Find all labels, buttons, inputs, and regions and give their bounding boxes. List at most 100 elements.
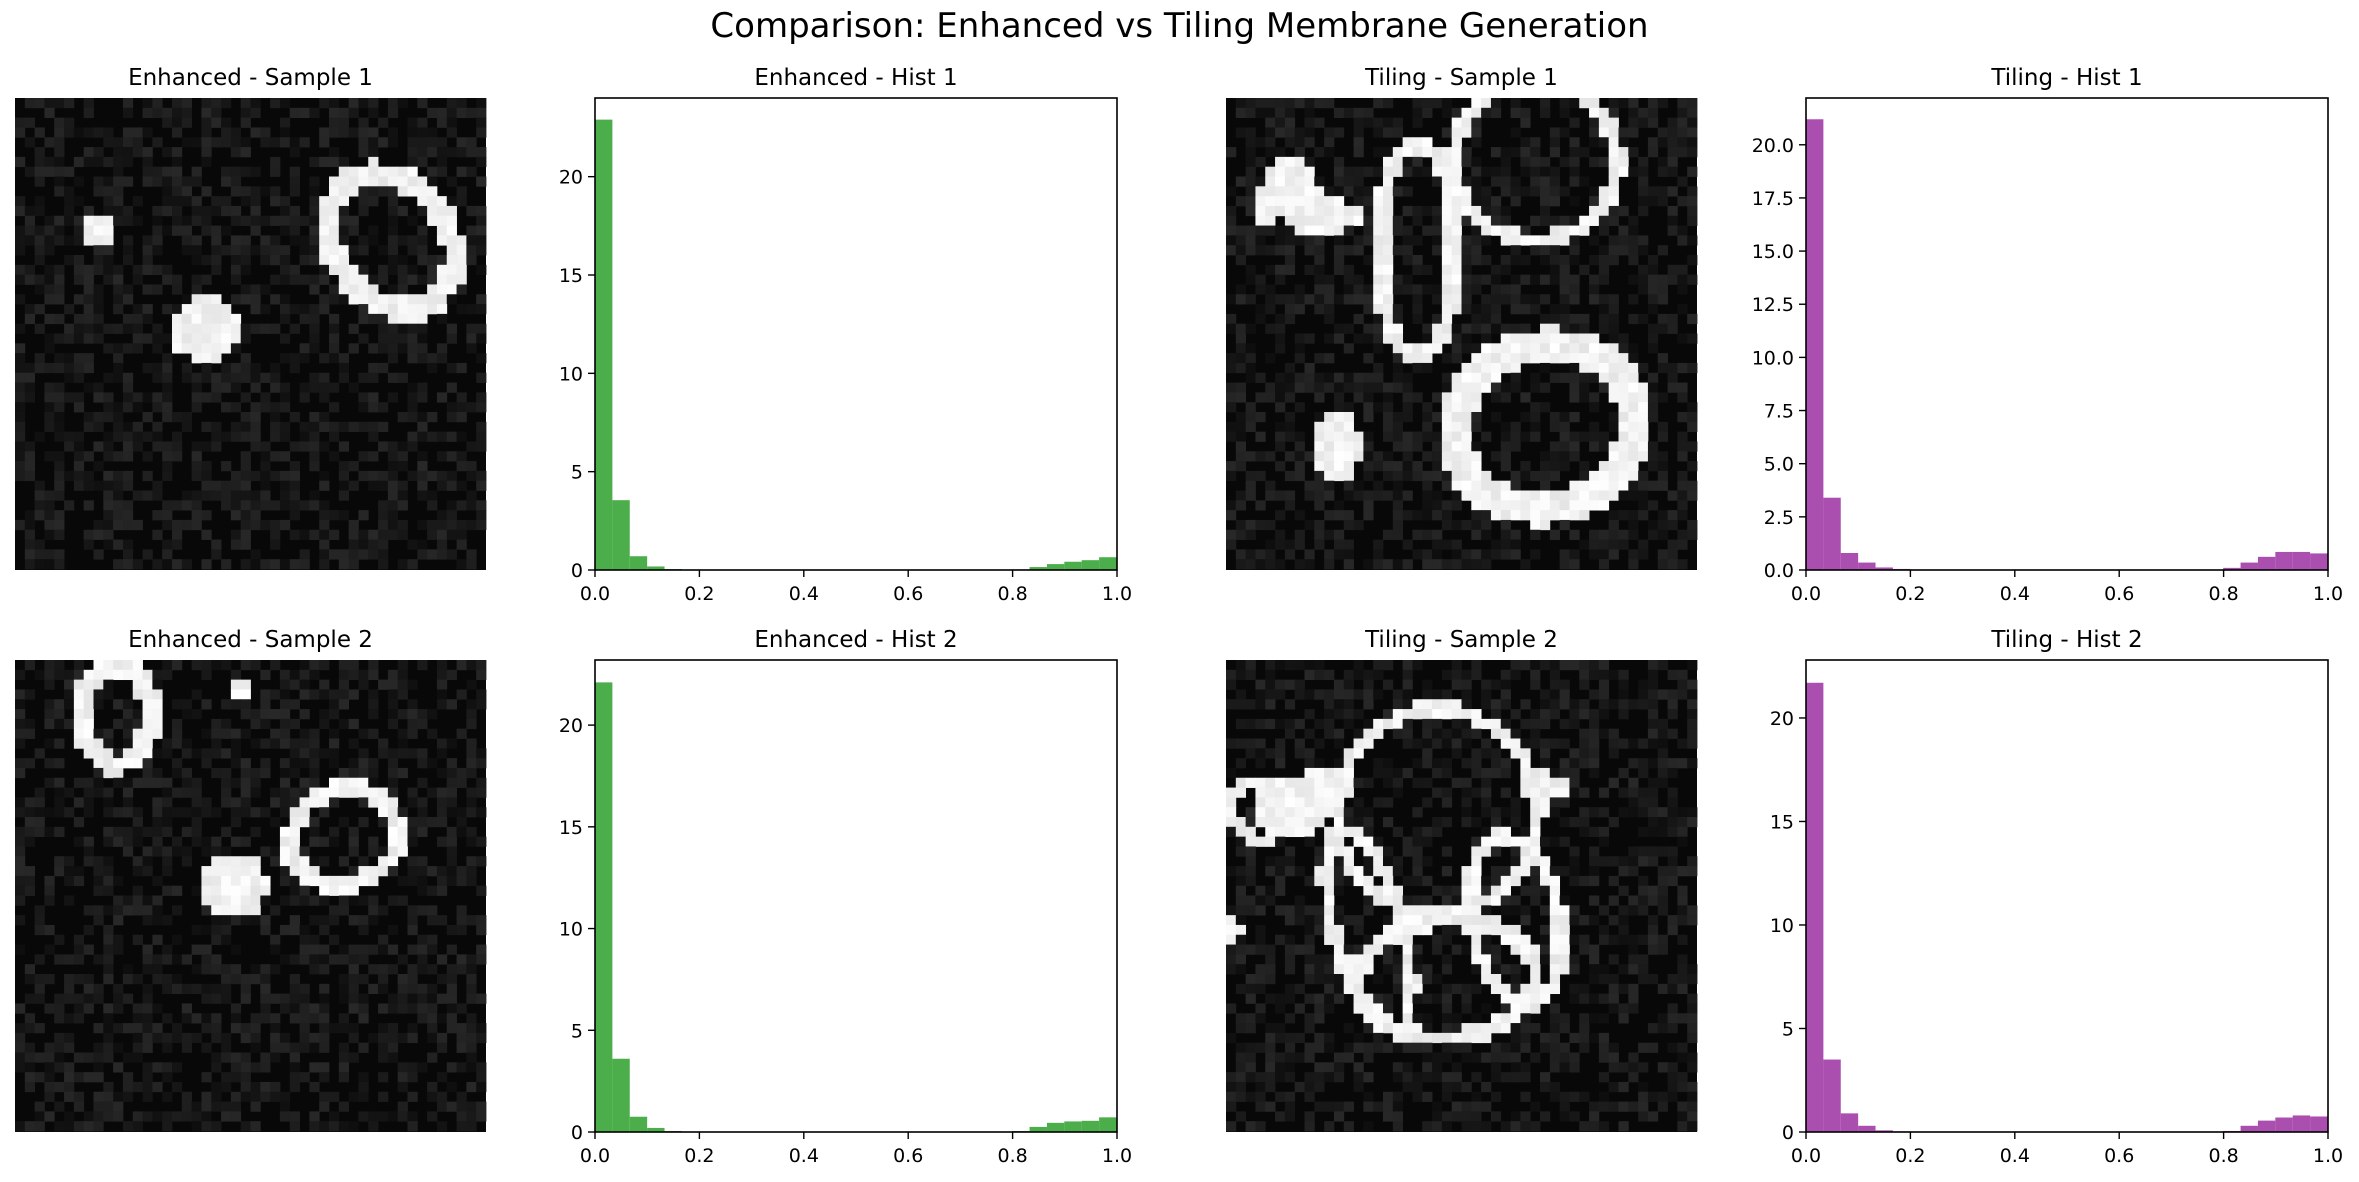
- noise-pixel: [1284, 412, 1296, 423]
- noise-pixel: [358, 313, 369, 325]
- noise-pixel: [1363, 353, 1374, 364]
- noise-pixel: [1687, 412, 1698, 423]
- noise-pixel: [1549, 470, 1561, 482]
- noise-pixel: [397, 767, 408, 779]
- membrane-pixel: [1383, 235, 1394, 246]
- noise-pixel: [142, 915, 153, 926]
- noise-pixel: [24, 1072, 36, 1083]
- noise-pixel: [221, 915, 232, 926]
- noise-pixel: [1255, 372, 1266, 383]
- noise-pixel: [279, 245, 291, 256]
- noise-pixel: [348, 895, 359, 906]
- membrane-pixel: [1598, 461, 1610, 472]
- membrane-pixel: [191, 313, 202, 325]
- noise-pixel: [1510, 372, 1521, 383]
- noise-pixel: [1559, 817, 1570, 828]
- noise-pixel: [73, 333, 85, 344]
- noise-pixel: [289, 461, 300, 472]
- noise-pixel: [397, 689, 408, 700]
- noise-pixel: [299, 500, 310, 511]
- noise-pixel: [436, 313, 448, 325]
- noise-pixel: [289, 767, 300, 779]
- noise-pixel: [34, 98, 45, 109]
- membrane-pixel: [1432, 147, 1443, 158]
- noise-pixel: [1569, 549, 1580, 560]
- noise-pixel: [1638, 156, 1649, 168]
- noise-pixel: [1628, 699, 1639, 710]
- noise-pixel: [1490, 264, 1502, 276]
- noise-pixel: [113, 1042, 124, 1053]
- membrane-pixel: [191, 333, 202, 344]
- noise-pixel: [329, 284, 340, 295]
- noise-pixel: [289, 304, 300, 315]
- noise-pixel: [15, 699, 26, 710]
- noise-pixel: [15, 895, 26, 906]
- membrane-pixel: [230, 885, 242, 896]
- noise-pixel: [15, 885, 26, 896]
- noise-pixel: [1687, 117, 1698, 128]
- noise-pixel: [1608, 98, 1619, 109]
- membrane-pixel: [427, 205, 438, 217]
- noise-pixel: [417, 856, 428, 867]
- noise-pixel: [181, 983, 193, 995]
- noise-pixel: [1530, 215, 1541, 226]
- noise-pixel: [260, 669, 271, 681]
- noise-pixel: [240, 235, 251, 246]
- noise-pixel: [1540, 738, 1551, 749]
- membrane-pixel: [1598, 117, 1610, 128]
- membrane-pixel: [1333, 817, 1345, 828]
- noise-pixel: [211, 660, 222, 671]
- membrane-pixel: [103, 225, 114, 236]
- noise-pixel: [378, 549, 389, 560]
- noise-pixel: [15, 944, 26, 955]
- noise-pixel: [230, 1101, 242, 1112]
- noise-pixel: [348, 1052, 359, 1063]
- noise-pixel: [1569, 117, 1580, 128]
- noise-pixel: [1422, 510, 1433, 521]
- noise-pixel: [309, 738, 320, 749]
- noise-pixel: [1647, 441, 1659, 452]
- noise-pixel: [142, 362, 153, 374]
- noise-pixel: [1422, 529, 1433, 540]
- noise-pixel: [1569, 196, 1580, 207]
- membrane-pixel: [1294, 225, 1305, 236]
- noise-pixel: [1343, 480, 1354, 491]
- membrane-pixel: [132, 748, 143, 759]
- y-tick-label-5: 12.5: [1752, 294, 1794, 316]
- noise-pixel: [103, 836, 114, 847]
- noise-pixel: [1422, 875, 1433, 887]
- noise-pixel: [378, 974, 389, 985]
- noise-pixel: [289, 500, 300, 511]
- noise-pixel: [1333, 856, 1345, 867]
- membrane-pixel: [260, 875, 271, 887]
- noise-pixel: [1589, 748, 1600, 759]
- membrane-pixel: [1451, 470, 1462, 482]
- membrane-pixel: [1441, 421, 1453, 433]
- noise-pixel: [1569, 660, 1580, 671]
- noise-pixel: [348, 343, 359, 354]
- noise-pixel: [162, 1032, 173, 1044]
- noise-pixel: [1471, 421, 1482, 433]
- membrane-pixel: [1451, 196, 1462, 207]
- noise-pixel: [34, 983, 45, 995]
- noise-pixel: [466, 559, 477, 570]
- noise-pixel: [1608, 875, 1619, 887]
- noise-pixel: [407, 964, 418, 975]
- membrane-pixel: [1412, 353, 1423, 364]
- noise-pixel: [1569, 372, 1580, 383]
- noise-pixel: [103, 924, 114, 936]
- noise-pixel: [1363, 866, 1374, 877]
- noise-pixel: [260, 1081, 271, 1093]
- noise-pixel: [1647, 107, 1659, 119]
- membrane-pixel: [83, 718, 94, 730]
- noise-pixel: [1647, 817, 1659, 828]
- noise-pixel: [15, 205, 26, 217]
- noise-pixel: [1589, 402, 1600, 413]
- noise-pixel: [221, 826, 232, 838]
- membrane-pixel: [1333, 777, 1345, 788]
- noise-pixel: [54, 480, 65, 491]
- membrane-pixel: [1490, 372, 1502, 383]
- noise-pixel: [476, 1101, 487, 1112]
- noise-pixel: [1441, 885, 1453, 896]
- noise-pixel: [309, 382, 320, 393]
